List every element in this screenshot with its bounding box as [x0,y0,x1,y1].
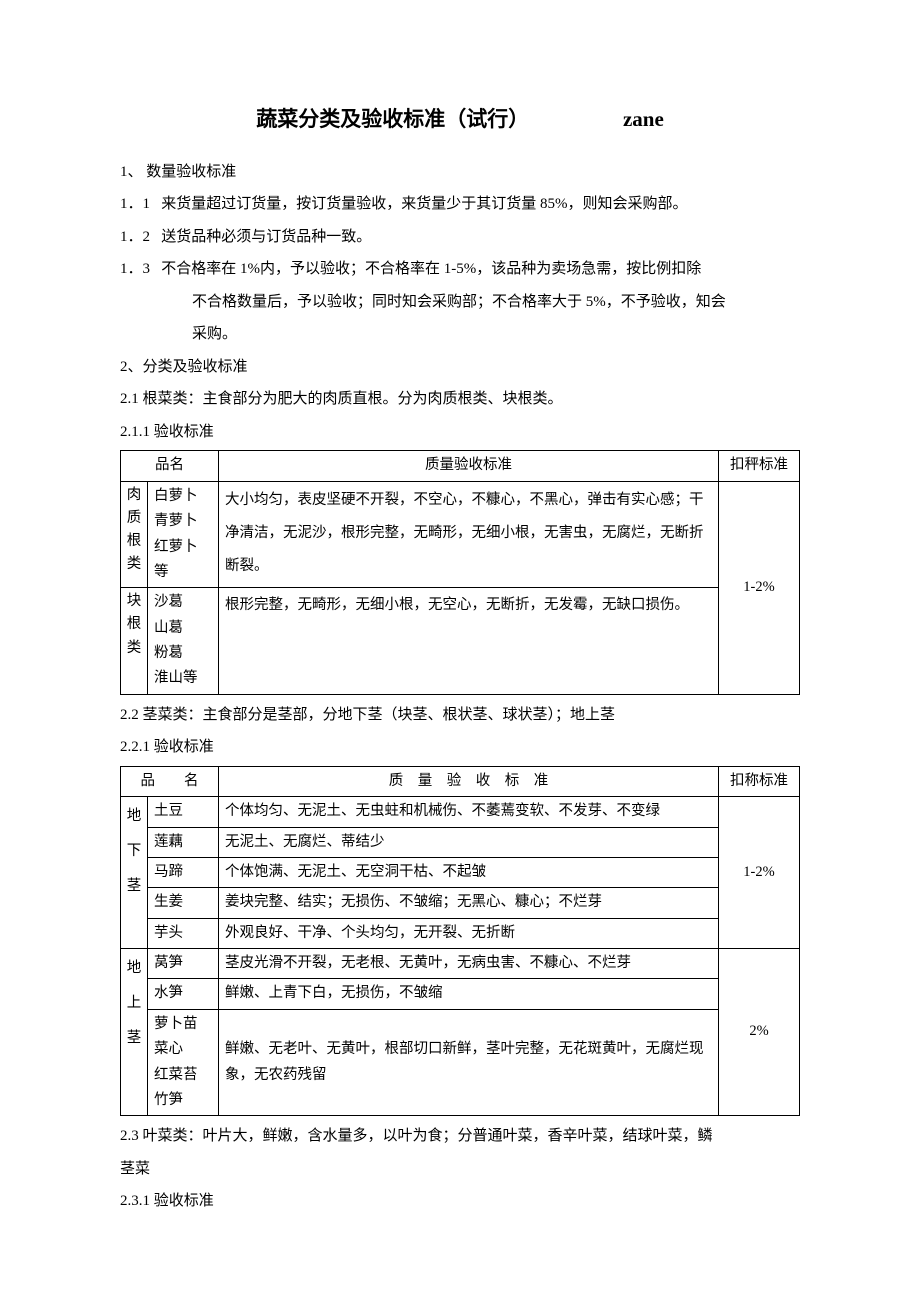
title-tag: zane [623,107,664,131]
t1-ded: 1-2% [719,481,800,694]
t2-d3: 个体饱满、无泥土、无空洞干枯、不起皱 [219,857,719,887]
section-1-3: 1．3 不合格率在 1%内，予以验收；不合格率在 1-5%，该品种为卖场急需，按… [120,255,800,284]
text-1-2: 送货品种必须与订货品种一致。 [161,229,371,245]
t2-d5: 外观良好、干净、个头均匀，无开裂、无折断 [219,918,719,948]
t2-h-name: 品 名 [121,766,219,796]
t2-h-std: 质 量 验 收 标 准 [219,766,719,796]
t2-d4: 姜块完整、结实；无损伤、不皱缩；无黑心、糠心；不烂芽 [219,888,719,918]
section-2-heading: 2、分类及验收标准 [120,353,800,382]
text-1-3b: 不合格数量后，予以验收；同时知会采购部；不合格率大于 5%，不予验收，知会 [120,288,800,317]
label-1-1: 1．1 [120,196,150,212]
t1-names-2: 沙葛 山葛 粉葛 淮山等 [148,588,219,695]
t1-desc-2: 根形完整，无畸形，无细小根，无空心，无断折，无发霉，无缺口损伤。 [219,588,719,695]
text-1-3c: 采购。 [120,320,800,349]
text-1-3a: 不合格率在 1%内，予以验收；不合格率在 1-5%，该品种为卖场急需，按比例扣除 [161,261,701,277]
t2-n6: 莴笋 [148,949,219,979]
t2-n3: 马蹄 [148,857,219,887]
table-root-vegetables: 品名 质量验收标准 扣秤标准 肉质根类 白萝卜 青萝卜 红萝卜 等 大小均匀，表… [120,450,800,694]
t2-d8: 鲜嫩、无老叶、无黄叶，根部切口新鲜，茎叶完整，无花斑黄叶，无腐烂现象，无农药残留 [219,1009,719,1116]
t2-d7: 鲜嫩、上青下白，无损伤，不皱缩 [219,979,719,1009]
t1-desc-1: 大小均匀，表皮坚硬不开裂，不空心，不糠心，不黑心，弹击有实心感；干净清洁，无泥沙… [219,481,719,588]
document-title: 蔬菜分类及验收标准（试行） zane [120,100,800,140]
section-2-2: 2.2 茎菜类：主食部分是茎部，分地下茎（块茎、根状茎、球状茎）；地上茎 [120,701,800,730]
t2-n7: 水笋 [148,979,219,1009]
section-1-1: 1．1 来货量超过订货量，按订货量验收，来货量少于其订货量 85%，则知会采购部… [120,190,800,219]
section-1-2: 1．2 送货品种必须与订货品种一致。 [120,223,800,252]
section-2-1: 2.1 根菜类：主食部分为肥大的肉质直根。分为肉质根类、块根类。 [120,385,800,414]
t2-n4: 生姜 [148,888,219,918]
label-1-2: 1．2 [120,229,150,245]
section-1-heading: 1、 数量验收标准 [120,158,800,187]
t2-h-ded: 扣称标准 [719,766,800,796]
t2-ded1: 1-2% [719,797,800,949]
section-2-2-1: 2.2.1 验收标准 [120,733,800,762]
t2-d6: 茎皮光滑不开裂，无老根、无黄叶，无病虫害、不糠心、不烂芽 [219,949,719,979]
t1-cat1: 肉质根类 [121,481,148,588]
t1-h-std: 质量验收标准 [219,451,719,481]
t1-names-1: 白萝卜 青萝卜 红萝卜 等 [148,481,219,588]
t2-d1: 个体均匀、无泥土、无虫蛀和机械伤、不萎蔫变软、不发芽、不变绿 [219,797,719,827]
t1-h-name: 品名 [121,451,219,481]
section-2-3-1: 2.3.1 验收标准 [120,1187,800,1216]
label-1-3: 1．3 [120,261,150,277]
title-main: 蔬菜分类及验收标准（试行） [256,108,529,131]
t2-n8: 萝卜苗 菜心 红菜苔 竹笋 [148,1009,219,1116]
t2-n2: 莲藕 [148,827,219,857]
section-2-1-1: 2.1.1 验收标准 [120,418,800,447]
t1-cat2: 块根类 [121,588,148,695]
table-stem-vegetables: 品 名 质 量 验 收 标 准 扣称标准 地下茎 土豆 个体均匀、无泥土、无虫蛀… [120,766,800,1117]
text-1-1: 来货量超过订货量，按订货量验收，来货量少于其订货量 85%，则知会采购部。 [161,196,687,212]
t2-n1: 土豆 [148,797,219,827]
section-2-3a: 2.3 叶菜类：叶片大，鲜嫩，含水量多，以叶为食；分普通叶菜，香辛叶菜，结球叶菜… [120,1122,800,1151]
section-2-3b: 茎菜 [120,1155,800,1184]
t2-d2: 无泥土、无腐烂、蒂结少 [219,827,719,857]
t2-cat1: 地下茎 [121,797,148,949]
t2-cat2: 地上茎 [121,949,148,1116]
t1-h-ded: 扣秤标准 [719,451,800,481]
t2-ded2: 2% [719,949,800,1116]
t2-n5: 芋头 [148,918,219,948]
